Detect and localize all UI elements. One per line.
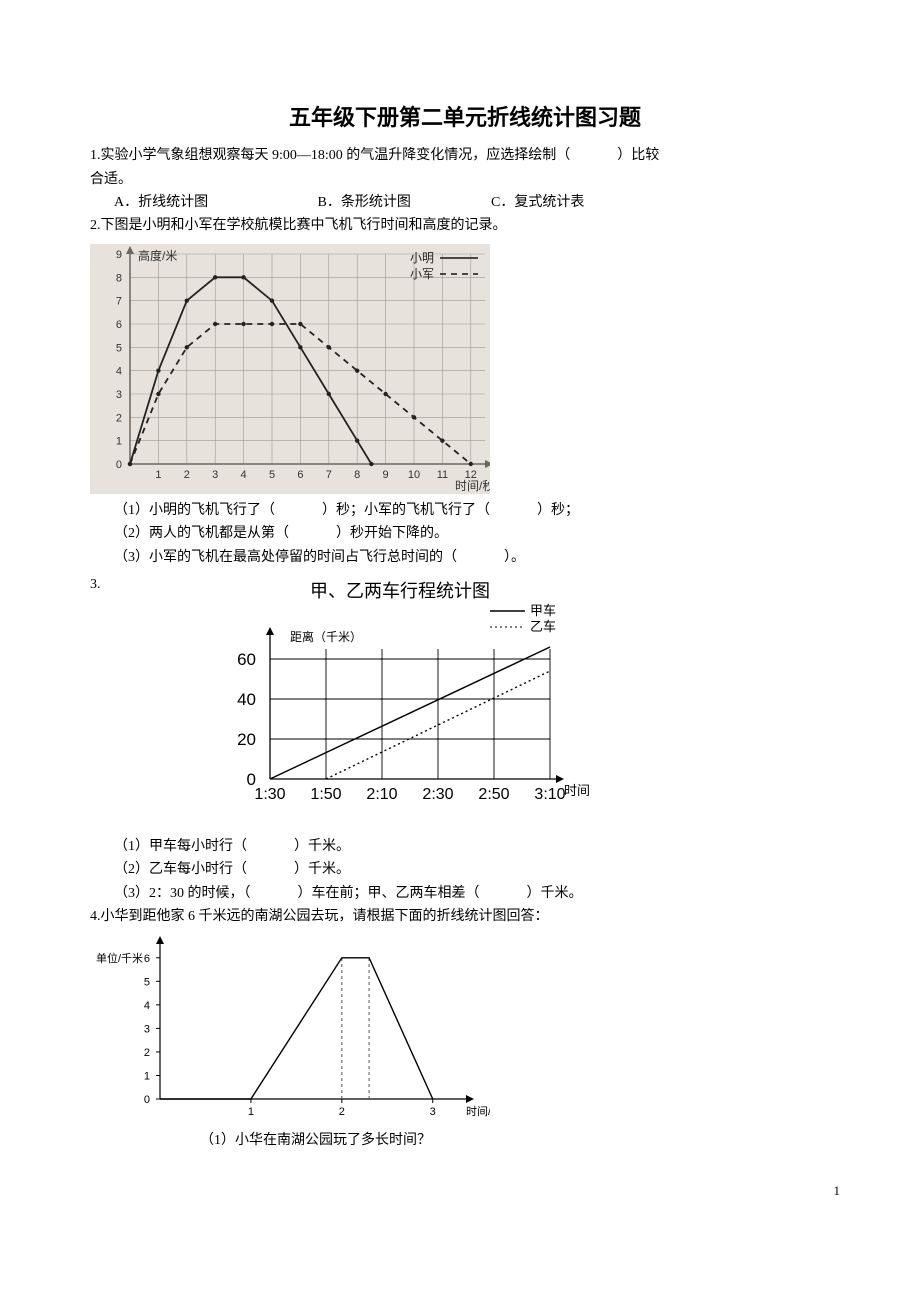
q2-sub1-a: （1）小明的飞机飞行了（ [114, 503, 275, 518]
q1-text-b: ）比较 [617, 148, 659, 163]
svg-text:6: 6 [144, 953, 150, 965]
q2-sub3-blank[interactable] [461, 547, 501, 569]
q2-stem: 2.下图是小明和小军在学校航模比赛中飞机飞行时间和高度的记录。 [90, 215, 840, 237]
svg-text:距离（千米）: 距离（千米） [290, 629, 362, 644]
q3-sub3-blank2[interactable] [483, 883, 523, 905]
svg-text:时间: 时间 [564, 783, 590, 798]
q2-chart: 1234567891011120123456789高度/米时间/秒小明小军 [90, 244, 840, 494]
svg-text:甲车: 甲车 [530, 603, 556, 618]
q3-sub3-blank1[interactable] [254, 883, 294, 905]
svg-text:7: 7 [116, 295, 122, 307]
svg-text:8: 8 [116, 272, 122, 284]
svg-text:5: 5 [116, 342, 122, 354]
svg-text:时间/秒: 时间/秒 [455, 479, 490, 493]
q3-sub3: （3）2：30 的时候，（ ）车在前；甲、乙两车相差（ ）千米。 [114, 883, 840, 905]
q4-chart: 0 1 2 3 4 5 6单位/千米 1 2 3 时间/时 [90, 934, 840, 1124]
q2-sub3: （3）小军的飞机在最高处停留的时间占飞行总时间的（ ）。 [114, 547, 840, 569]
q3-sub2-b: ）千米。 [294, 862, 350, 877]
svg-text:1: 1 [248, 1106, 254, 1118]
page-title: 五年级下册第二单元折线统计图习题 [90, 100, 840, 135]
svg-text:2: 2 [116, 412, 122, 424]
svg-text:0: 0 [116, 459, 122, 471]
q3-sub3-c: ）千米。 [527, 886, 583, 901]
page-number: 1 [90, 1181, 840, 1202]
svg-text:1: 1 [116, 435, 122, 447]
q3-sub1-a: （1）甲车每小时行（ [114, 839, 247, 854]
q3-sub1-blank[interactable] [251, 836, 291, 858]
q1-text-a: 1.实验小学气象组想观察每天 9:00—18:00 的气温升降变化情况，应选择绘… [90, 148, 570, 163]
svg-text:2: 2 [184, 469, 190, 481]
q1-opt-c[interactable]: C．复式统计表 [491, 195, 584, 210]
q3-sub2-a: （2）乙车每小时行（ [114, 862, 247, 877]
q3-num: 3. [90, 574, 120, 596]
svg-text:4: 4 [144, 1000, 150, 1012]
svg-text:8: 8 [354, 469, 360, 481]
q2-sub1-blank1[interactable] [279, 500, 319, 522]
svg-text:3:10: 3:10 [534, 786, 565, 803]
svg-text:60: 60 [237, 650, 256, 669]
svg-text:5: 5 [269, 469, 275, 481]
svg-text:6: 6 [116, 319, 122, 331]
svg-text:1:50: 1:50 [310, 786, 341, 803]
svg-text:单位/千米: 单位/千米 [96, 951, 143, 965]
svg-text:40: 40 [237, 690, 256, 709]
q2-sub1-blank2[interactable] [494, 500, 534, 522]
q2-sub2-blank[interactable] [293, 523, 333, 545]
q3-sub2-blank[interactable] [251, 859, 291, 881]
q3-sub3-b: ）车在前；甲、乙两车相差（ [298, 886, 480, 901]
svg-text:4: 4 [241, 469, 247, 481]
svg-text:小明: 小明 [410, 251, 434, 265]
q2-sub3-a: （3）小军的飞机在最高处停留的时间占飞行总时间的（ [114, 550, 457, 565]
svg-text:3: 3 [430, 1106, 436, 1118]
svg-text:5: 5 [144, 977, 150, 989]
svg-text:7: 7 [326, 469, 332, 481]
q1: 1.实验小学气象组想观察每天 9:00—18:00 的气温升降变化情况，应选择绘… [90, 145, 840, 167]
q2-sub1-c: ）秒； [537, 503, 579, 518]
svg-text:甲、乙两车行程统计图: 甲、乙两车行程统计图 [310, 581, 490, 601]
q3-sub3-a: （3）2：30 的时候，（ [114, 886, 251, 901]
svg-text:9: 9 [116, 249, 122, 261]
svg-text:4: 4 [116, 365, 122, 377]
svg-text:3: 3 [144, 1024, 150, 1036]
q2-sub2-a: （2）两人的飞机都是从第（ [114, 526, 289, 541]
q2-sub2-b: ）秒开始下降的。 [336, 526, 448, 541]
svg-text:3: 3 [212, 469, 218, 481]
q1-opt-a[interactable]: A．折线统计图 [114, 192, 314, 214]
q1-cont: 合适。 [90, 169, 840, 191]
q1-opt-b[interactable]: B．条形统计图 [318, 192, 488, 214]
svg-text:时间/时: 时间/时 [466, 1105, 490, 1118]
svg-text:高度/米: 高度/米 [138, 248, 177, 263]
svg-text:1: 1 [155, 469, 161, 481]
svg-text:乙车: 乙车 [530, 619, 556, 634]
svg-text:小军: 小军 [410, 267, 434, 281]
q3-chart: 甲、乙两车行程统计图甲车乙车距离（千米）时间02040601:301:502:1… [180, 579, 600, 829]
svg-text:11: 11 [437, 469, 448, 481]
svg-text:20: 20 [237, 730, 256, 749]
svg-text:1:30: 1:30 [254, 786, 285, 803]
svg-text:3: 3 [116, 389, 122, 401]
q2-sub3-b: ）。 [504, 550, 525, 565]
q3-sub1: （1）甲车每小时行（ ）千米。 [114, 836, 840, 858]
q3-sub2: （2）乙车每小时行（ ）千米。 [114, 859, 840, 881]
svg-text:2:50: 2:50 [478, 786, 509, 803]
svg-text:2:10: 2:10 [366, 786, 397, 803]
q1-blank[interactable] [574, 145, 614, 167]
q2-sub1-b: ）秒；小军的飞机飞行了（ [322, 503, 490, 518]
svg-text:9: 9 [383, 469, 389, 481]
svg-text:6: 6 [297, 469, 303, 481]
svg-text:2:30: 2:30 [422, 786, 453, 803]
q3-sub1-b: ）千米。 [294, 839, 350, 854]
svg-text:10: 10 [408, 469, 420, 481]
q4-sub1: （1）小华在南湖公园玩了多长时间？ [200, 1130, 840, 1152]
svg-text:2: 2 [144, 1047, 150, 1059]
q2-sub1: （1）小明的飞机飞行了（ ）秒；小军的飞机飞行了（ ）秒； [114, 500, 840, 522]
svg-text:1: 1 [144, 1071, 150, 1083]
q2-sub2: （2）两人的飞机都是从第（ ）秒开始下降的。 [114, 523, 840, 545]
q4-stem: 4.小华到距他家 6 千米远的南湖公园去玩，请根据下面的折线统计图回答： [90, 906, 840, 928]
svg-text:2: 2 [339, 1106, 345, 1118]
q1-options: A．折线统计图 B．条形统计图 C．复式统计表 [114, 192, 840, 214]
svg-text:0: 0 [144, 1094, 150, 1106]
